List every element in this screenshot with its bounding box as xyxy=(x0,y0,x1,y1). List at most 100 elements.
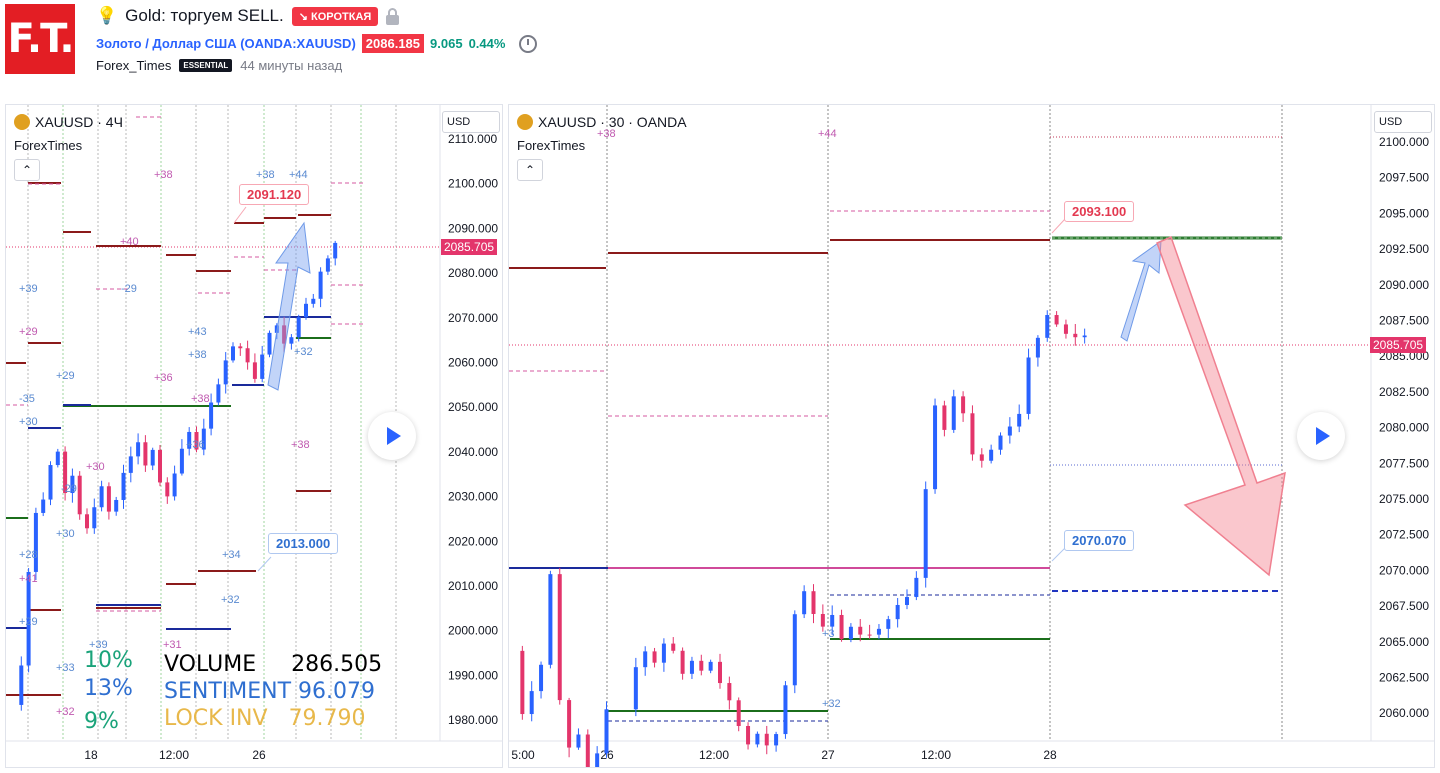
y-tick-label: 2050.000 xyxy=(448,400,498,414)
price-candle xyxy=(70,475,75,494)
x-tick-label: 27 xyxy=(821,748,835,762)
support-callout: 2070.070 xyxy=(1064,530,1135,551)
author-logo[interactable]: F.T. xyxy=(5,4,75,74)
price-candle xyxy=(820,613,825,627)
current-price-label: 2085.705 xyxy=(441,239,498,255)
alarm-clock-icon[interactable] xyxy=(519,34,538,53)
y-tick-label: 2060.000 xyxy=(448,356,498,370)
price-candle xyxy=(905,597,909,605)
y-tick-label: 2075.000 xyxy=(1379,492,1429,506)
signal-marker: +32 xyxy=(822,698,841,710)
callout-pointer xyxy=(233,206,247,224)
price-candle xyxy=(839,614,844,640)
price-candle xyxy=(970,413,975,455)
signal-marker: +32 xyxy=(221,594,240,606)
symbol-row: Золото / Доллар США (OANDA:XAUUSD) 2086.… xyxy=(96,34,538,53)
chart-canvas-4h[interactable]: 2110.000 2100.000 2090.000 2080.000 2070.000… xyxy=(6,105,503,768)
chart-pane-30m[interactable]: 2100.000 2097.500 2095.000 2092.500 2090.000… xyxy=(508,104,1435,768)
chart-pane-4h[interactable]: 2110.000 2100.000 2090.000 2080.000 2070.000… xyxy=(5,104,503,768)
posted-time: 44 минуты назад xyxy=(240,58,343,73)
chart-canvas-30m[interactable]: 2100.000 2097.500 2095.000 2092.500 2090.000… xyxy=(509,105,1435,768)
price-candle xyxy=(48,465,53,500)
price-candle xyxy=(520,650,525,715)
y-tick-label: 2077.500 xyxy=(1379,456,1429,470)
signal-marker: +30 xyxy=(56,528,75,540)
volume-label: VOLUME xyxy=(164,652,257,677)
price-candle xyxy=(187,431,192,449)
signal-marker: +38 xyxy=(191,393,210,405)
price-candle xyxy=(1063,324,1068,334)
chevron-up-icon[interactable]: ⌃ xyxy=(517,159,543,181)
lock-icon xyxy=(386,7,400,25)
indicator-name: ForexTimes xyxy=(517,138,586,153)
price-candle xyxy=(252,362,257,379)
y-tick-label: 2095.000 xyxy=(1379,206,1429,220)
price-candle xyxy=(951,396,956,430)
price-candle xyxy=(238,346,243,349)
price-candle xyxy=(998,435,1003,450)
price-candle xyxy=(539,664,544,692)
price-candle xyxy=(699,660,704,671)
y-tick-label: 2070.000 xyxy=(1379,563,1429,577)
y-tick-label: 2010.000 xyxy=(448,579,498,593)
chevron-up-icon[interactable]: ⌃ xyxy=(14,159,40,181)
price-candle xyxy=(26,571,31,666)
price-candle xyxy=(121,472,126,500)
signal-marker: +39 xyxy=(89,639,108,651)
price-candle xyxy=(245,348,250,363)
price-candle xyxy=(179,448,184,474)
essential-badge: ESSENTIAL xyxy=(179,59,233,72)
callout-pointer xyxy=(257,556,272,572)
volume-value: 286.505 xyxy=(291,652,383,677)
price-candle xyxy=(63,451,68,494)
price-candle xyxy=(979,454,984,461)
percent-2: 13% xyxy=(84,676,133,701)
price-candle xyxy=(576,734,581,748)
gold-coin-icon xyxy=(517,114,533,130)
price-candle xyxy=(867,634,872,636)
price-candle xyxy=(99,486,104,508)
y-tick-label: 2080.000 xyxy=(1379,421,1429,435)
price-candle xyxy=(1017,413,1022,427)
price-candle xyxy=(886,619,891,629)
play-icon[interactable] xyxy=(1297,412,1345,460)
author-name[interactable]: Forex_Times xyxy=(96,58,172,73)
price-candle xyxy=(680,650,685,674)
price-candle xyxy=(333,242,338,259)
currency-select[interactable]: USD xyxy=(1374,111,1432,133)
play-icon[interactable] xyxy=(368,412,416,460)
price-candle xyxy=(1045,315,1050,338)
price-candle xyxy=(858,626,863,635)
price-candle xyxy=(830,614,835,627)
target-callout: 2091.120 xyxy=(239,184,310,205)
y-tick-label: 2080.000 xyxy=(448,266,498,280)
price-candle xyxy=(33,512,38,572)
price-candle xyxy=(201,428,206,450)
price-candle xyxy=(223,360,228,385)
y-tick-label: 2067.500 xyxy=(1379,599,1429,613)
signal-marker: +28 xyxy=(19,549,38,561)
price-candle xyxy=(41,499,46,513)
y-tick-label: 2090.000 xyxy=(1379,278,1429,292)
price-candle xyxy=(172,473,177,497)
y-tick-label: 2100.000 xyxy=(1379,135,1429,149)
y-tick-label: 2072.500 xyxy=(1379,528,1429,542)
price-badge: 2086.185 xyxy=(361,34,425,53)
signal-marker: +38 xyxy=(291,439,310,451)
price-candle xyxy=(325,258,330,272)
y-tick-label: 2100.000 xyxy=(448,177,498,191)
signal-marker: -29 xyxy=(121,283,137,295)
symbol-link[interactable]: Золото / Доллар США (OANDA:XAUUSD) xyxy=(96,36,356,51)
price-candle xyxy=(604,709,609,754)
currency-select[interactable]: USD xyxy=(442,111,500,133)
y-tick-label: 2092.500 xyxy=(1379,242,1429,256)
x-tick-label: 12:00 xyxy=(699,748,729,762)
signal-marker: +43 xyxy=(188,326,207,338)
price-candle xyxy=(727,683,732,701)
chart-symbol[interactable]: XAUUSD · 4Ч xyxy=(35,114,123,130)
price-candle xyxy=(633,667,638,710)
bullish-arrow xyxy=(267,221,311,391)
chart-symbol[interactable]: XAUUSD · 30 · OANDA xyxy=(538,114,687,130)
price-candle xyxy=(19,665,24,705)
x-tick-label: 5:00 xyxy=(511,748,535,762)
